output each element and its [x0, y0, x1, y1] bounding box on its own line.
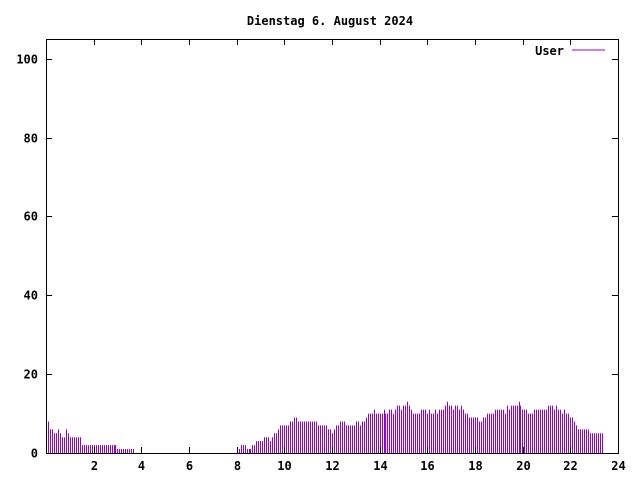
y-tick-label: 40	[24, 289, 38, 303]
x-tick-label: 10	[277, 459, 291, 473]
x-tick-label: 4	[138, 459, 145, 473]
y-tick-label: 80	[24, 132, 38, 146]
x-tick-label: 8	[234, 459, 241, 473]
bars-group	[46, 401, 603, 453]
x-tick-label: 18	[468, 459, 482, 473]
legend-label-user: User	[535, 44, 564, 58]
y-tick-label: 20	[24, 368, 38, 382]
y-tick-label: 0	[31, 447, 38, 461]
y-tick-label: 60	[24, 210, 38, 224]
x-tick-label: 6	[186, 459, 193, 473]
chart-title: Dienstag 6. August 2024	[247, 14, 413, 28]
x-tick-label: 2	[91, 459, 98, 473]
x-tick-label: 12	[325, 459, 339, 473]
y-tick-label: 100	[16, 53, 38, 67]
x-tick-label: 14	[373, 459, 387, 473]
x-tick-label: 22	[563, 459, 577, 473]
x-tick-label: 20	[516, 459, 530, 473]
x-tick-label: 16	[420, 459, 434, 473]
legend: User	[535, 44, 605, 58]
x-tick-label: 24	[611, 459, 625, 473]
